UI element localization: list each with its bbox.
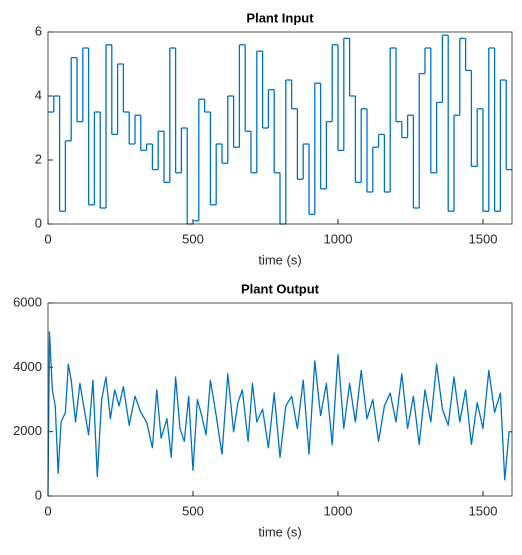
- y-tick-label: 6000: [13, 294, 42, 309]
- y-tick-label: 0: [35, 487, 42, 502]
- y-tick-label: 6: [35, 23, 42, 38]
- axes-box: [47, 302, 513, 497]
- x-tick-label: 1000: [324, 503, 353, 518]
- x-tick-label: 500: [182, 231, 204, 246]
- x-tick-label: 1500: [469, 503, 498, 518]
- x-tick-label: 1000: [324, 231, 353, 246]
- x-axis-label: time (s): [258, 524, 301, 539]
- y-tick-label: 2000: [13, 423, 42, 438]
- chart-title: Plant Input: [246, 10, 314, 25]
- x-tick-label: 0: [44, 231, 51, 246]
- y-tick-label: 2: [35, 151, 42, 166]
- y-tick-label: 4000: [13, 359, 42, 374]
- x-tick-label: 0: [44, 503, 51, 518]
- y-tick-label: 0: [35, 215, 42, 230]
- x-tick-label: 500: [182, 503, 204, 518]
- x-axis-label: time (s): [258, 252, 301, 267]
- x-tick-label: 1500: [469, 231, 498, 246]
- axes-box: [47, 31, 513, 225]
- chart-title: Plant Output: [241, 281, 320, 296]
- data-line: [47, 331, 512, 497]
- y-tick-label: 4: [35, 87, 42, 102]
